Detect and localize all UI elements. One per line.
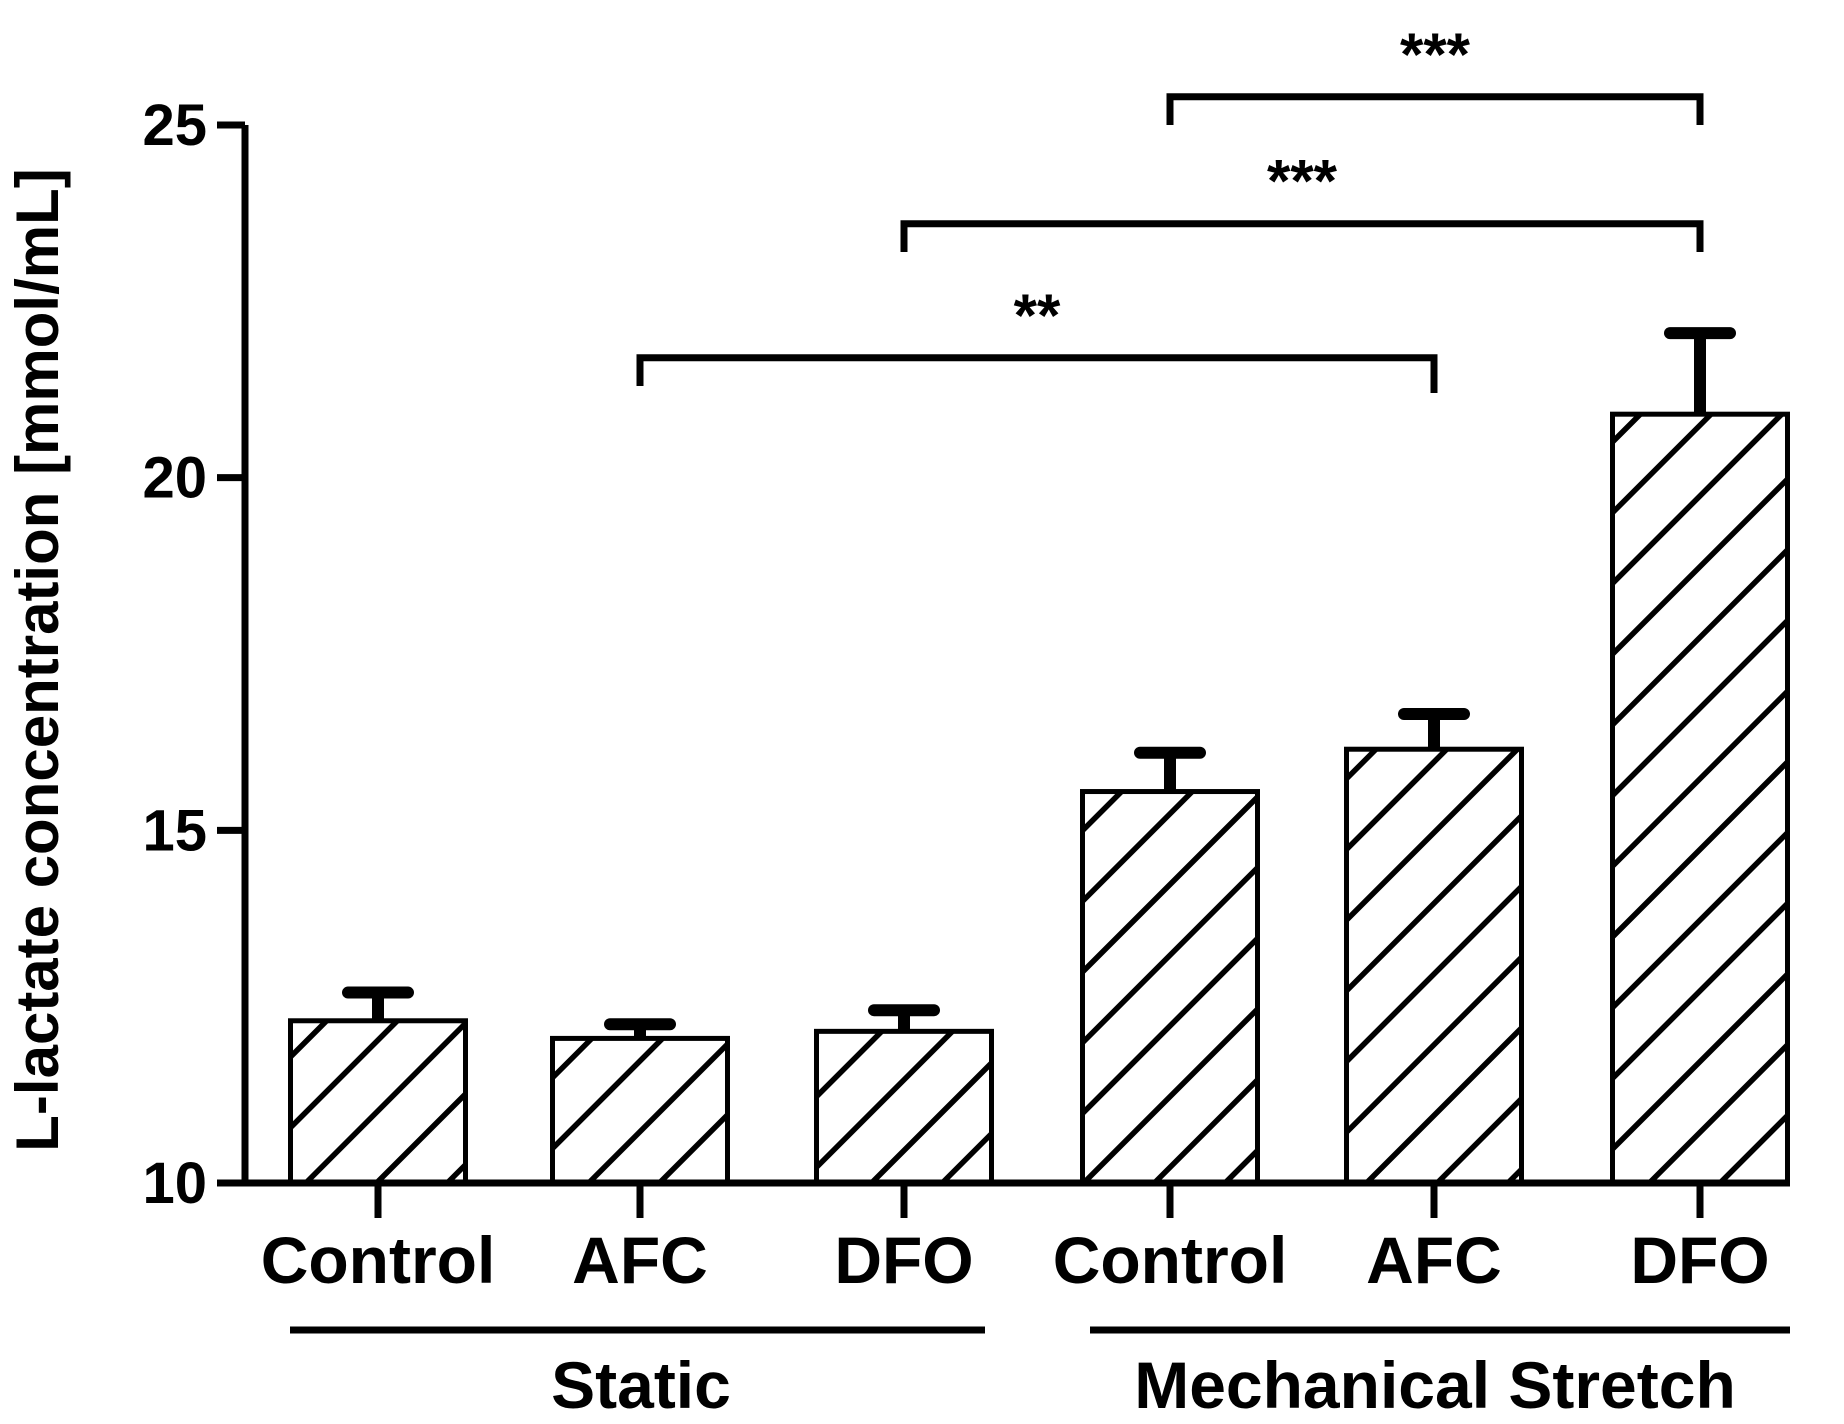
significance-bracket-1	[636, 354, 1438, 394]
group-label-2: Mechanical Stretch	[1134, 1348, 1736, 1419]
y-tick-label-25: 25	[142, 93, 207, 158]
significance-label-3: ***	[1400, 21, 1471, 88]
axes-layer	[217, 121, 1790, 1334]
y-tick-label-15: 15	[142, 798, 207, 863]
y-tick-label-20: 20	[142, 446, 207, 511]
bar-5	[1344, 746, 1524, 1186]
significance-label-1: **	[1014, 282, 1061, 349]
bar-1	[288, 1018, 468, 1186]
y-axis-label: L-lactate concentration [mmol/mL]	[4, 168, 71, 1151]
bar-6	[1610, 411, 1790, 1186]
bars-layer	[288, 327, 1790, 1186]
bar-3	[814, 1028, 994, 1186]
significance-bracket-3	[1166, 93, 1704, 125]
y-tick-label-10: 10	[142, 1151, 207, 1216]
category-label-3: DFO	[834, 1223, 973, 1297]
group-label-1: Static	[551, 1348, 731, 1419]
bar-2	[550, 1035, 730, 1186]
category-label-6: DFO	[1630, 1223, 1769, 1297]
category-label-1: Control	[261, 1223, 496, 1297]
bar-4	[1080, 789, 1260, 1186]
significance-layer: ********	[636, 21, 1704, 394]
significance-label-2: ***	[1267, 148, 1338, 215]
category-label-4: Control	[1053, 1223, 1288, 1297]
category-label-2: AFC	[572, 1223, 708, 1297]
category-label-5: AFC	[1366, 1223, 1502, 1297]
labels-layer: 10 15 20 25 Control AFC DFO Control AFC DFO Static…	[142, 93, 1769, 1422]
significance-bracket-2	[900, 220, 1704, 252]
